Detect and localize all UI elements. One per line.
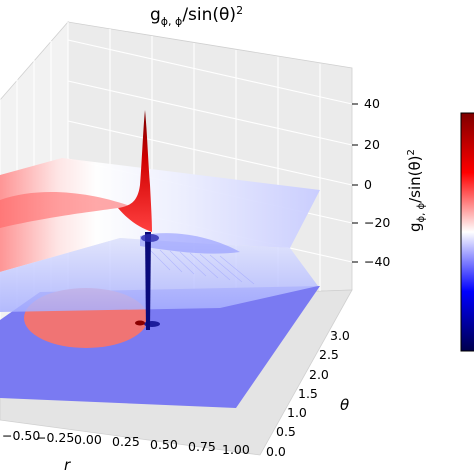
floor-spike-mark-positive bbox=[135, 320, 145, 326]
surface-upper-sheet bbox=[0, 158, 320, 272]
y-tick-label: 3.0 bbox=[330, 328, 350, 343]
z-grid-line bbox=[67, 39, 353, 105]
surface-red-band bbox=[0, 192, 130, 228]
spike-base-negative bbox=[141, 234, 159, 242]
y-tick-label: 1.5 bbox=[298, 386, 318, 401]
x-tick-label: 0.75 bbox=[188, 439, 216, 454]
x-axis-ticks: −0.50−0.25 0.00 0.25 0.50 0.75 1.00 bbox=[2, 428, 250, 457]
surface-lower-sheet bbox=[0, 238, 318, 312]
z-axis-label: gϕ, ϕ/sin(θ)2 bbox=[406, 149, 427, 232]
positive-spike bbox=[118, 110, 152, 232]
y-tick-label: 1.0 bbox=[287, 405, 307, 420]
surface-blue-band bbox=[140, 233, 240, 254]
surface bbox=[0, 158, 320, 312]
z-axis-ticks: 40 20 0 −20 −40 bbox=[352, 96, 390, 269]
colorbar bbox=[460, 112, 474, 352]
x-tick-label: −0.50 bbox=[2, 428, 40, 443]
x-axis-label: r bbox=[64, 456, 71, 474]
x-tick-label: −0.25 bbox=[36, 430, 74, 445]
surface-hatch-texture bbox=[149, 249, 255, 285]
z-tick-label: −20 bbox=[364, 215, 390, 230]
z-grid-line bbox=[67, 120, 353, 186]
z-tick-label: 20 bbox=[364, 137, 380, 152]
y-tick-label: 0.0 bbox=[266, 444, 286, 459]
y-axis-ticks: 0.0 0.5 1.0 1.5 2.0 2.5 3.0 bbox=[266, 328, 350, 459]
x-tick-label: 0.25 bbox=[112, 434, 140, 449]
z-grid-line bbox=[67, 80, 353, 146]
y-tick-label: 2.0 bbox=[309, 367, 329, 382]
x-tick-label: 0.50 bbox=[150, 437, 178, 452]
y-tick-label: 2.5 bbox=[319, 347, 339, 362]
chart-title: gϕ, ϕ/sin(θ)2 bbox=[150, 4, 243, 28]
y-axis-label: θ bbox=[340, 396, 349, 414]
y-tick-label: 0.5 bbox=[276, 424, 296, 439]
spikes bbox=[118, 110, 159, 330]
z-tick-label: 40 bbox=[364, 96, 380, 111]
negative-spike bbox=[145, 232, 151, 330]
x-tick-label: 0.00 bbox=[74, 432, 102, 447]
colorbar-gradient bbox=[460, 112, 474, 352]
z-tick-label: 0 bbox=[364, 177, 372, 192]
z-tick-label: −40 bbox=[364, 254, 390, 269]
x-tick-label: 1.00 bbox=[222, 442, 250, 457]
